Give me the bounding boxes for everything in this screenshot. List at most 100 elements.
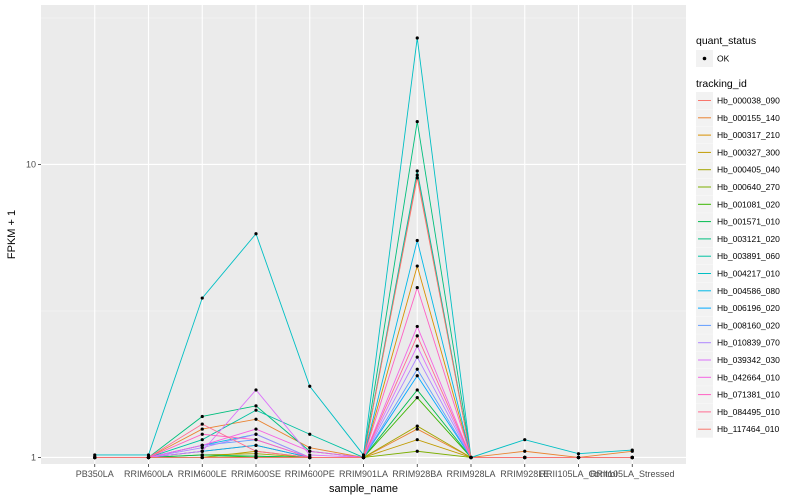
- legend-label: Hb_008160_020: [717, 320, 780, 330]
- legend-title-quant-status: quant_status: [696, 35, 756, 47]
- data-point: [415, 264, 419, 268]
- legend-title-tracking-id: tracking_id: [696, 78, 747, 90]
- data-point: [523, 455, 527, 460]
- data-point: [415, 344, 419, 348]
- data-point: [200, 296, 204, 300]
- data-point: [415, 438, 419, 442]
- data-point: [200, 455, 204, 460]
- legend-label: Hb_071381_010: [717, 390, 780, 400]
- legend-label: Hb_001081_020: [717, 199, 780, 209]
- x-tick-label: RRIM901LA: [339, 469, 388, 479]
- data-point: [200, 432, 204, 436]
- data-point: [415, 120, 419, 124]
- legend-label: Hb_004217_010: [717, 269, 780, 279]
- data-point: [93, 455, 97, 460]
- data-point: [146, 455, 151, 460]
- data-point: [200, 414, 204, 419]
- data-point: [200, 449, 204, 453]
- series-points: [93, 36, 634, 460]
- data-point: [361, 453, 366, 457]
- y-tick-label: 1: [31, 452, 36, 462]
- x-tick-label: RRIM928BA: [392, 469, 442, 479]
- data-point: [254, 452, 258, 456]
- data-point: [415, 367, 419, 371]
- data-point: [415, 424, 419, 428]
- data-point: [361, 455, 366, 460]
- x-axis-label: sample_name: [329, 483, 398, 495]
- x-tick-label: RRIM928LE: [500, 469, 549, 479]
- data-point: [254, 432, 258, 436]
- legend-label: Hb_010839_070: [717, 338, 780, 348]
- y-axis-label: FPKM + 1: [6, 210, 18, 259]
- data-point: [200, 453, 204, 457]
- data-point: [254, 408, 258, 412]
- data-point: [254, 443, 258, 447]
- data-point: [415, 173, 419, 177]
- legend-label: Hb_000640_270: [717, 182, 780, 192]
- data-point: [200, 443, 204, 447]
- legend-label: Hb_004586_080: [717, 286, 780, 296]
- legend-label: OK: [717, 54, 730, 64]
- legend-label: Hb_084495_010: [717, 407, 780, 417]
- data-point: [254, 438, 258, 442]
- data-point: [415, 355, 419, 359]
- legend-label: Hb_003891_060: [717, 251, 780, 261]
- data-point: [415, 427, 419, 431]
- legend-label: Hb_003121_020: [717, 234, 780, 244]
- data-point: [415, 374, 419, 378]
- y-axis: 1 10: [26, 159, 41, 462]
- data-point: [415, 169, 419, 173]
- legend: quant_status OK tracking_id Hb_000038_090 Hb…: [696, 35, 780, 438]
- data-point: [200, 438, 204, 442]
- legend-point-symbol: [702, 56, 707, 61]
- x-axis: PB350LA RRIM600LA RRIM600LE RRIM600SE RRIM60…: [76, 464, 675, 479]
- data-point: [308, 455, 312, 460]
- data-point: [200, 427, 204, 431]
- data-point: [254, 232, 258, 236]
- legend-label: Hb_042664_010: [717, 372, 780, 382]
- x-tick-label: RRIM600PE: [285, 469, 335, 479]
- data-point: [415, 285, 419, 290]
- data-point: [254, 449, 258, 453]
- data-point: [254, 427, 258, 431]
- data-point: [523, 438, 527, 442]
- data-point: [415, 396, 419, 400]
- data-point: [308, 432, 312, 436]
- data-point: [415, 176, 419, 180]
- x-tick-label: RRIM600LE: [178, 469, 227, 479]
- data-point: [308, 384, 312, 388]
- data-point: [469, 455, 473, 460]
- data-point: [415, 238, 419, 243]
- legend-label: Hb_000405_040: [717, 165, 780, 175]
- y-tick-label: 10: [26, 159, 36, 169]
- data-point: [254, 404, 258, 408]
- data-point: [308, 446, 312, 450]
- legend-label: Hb_000317_210: [717, 130, 780, 140]
- data-point: [254, 455, 258, 460]
- data-point: [415, 334, 419, 338]
- x-tick-label: RRII105LA_Control: [539, 469, 617, 479]
- data-point: [576, 455, 581, 460]
- data-point: [308, 449, 312, 453]
- legend-label: Hb_000038_090: [717, 96, 780, 106]
- legend-label: Hb_000327_300: [717, 147, 780, 157]
- data-point: [254, 417, 258, 421]
- x-tick-label: RRII105LA_Stressed: [590, 469, 675, 479]
- data-point: [308, 453, 312, 457]
- x-tick-label: RRIM928LA: [446, 469, 495, 479]
- data-point: [200, 446, 204, 450]
- data-point: [523, 449, 527, 453]
- data-point: [146, 453, 151, 457]
- x-tick-label: RRIM600LA: [124, 469, 173, 479]
- data-point: [200, 422, 204, 426]
- data-point: [93, 453, 97, 457]
- x-tick-label: RRIM600SE: [231, 469, 281, 479]
- data-point: [630, 455, 634, 460]
- data-point: [415, 36, 419, 40]
- data-point: [254, 388, 258, 392]
- data-point: [576, 452, 581, 456]
- data-point: [415, 388, 419, 392]
- legend-label: Hb_039342_030: [717, 355, 780, 365]
- data-point: [415, 324, 419, 329]
